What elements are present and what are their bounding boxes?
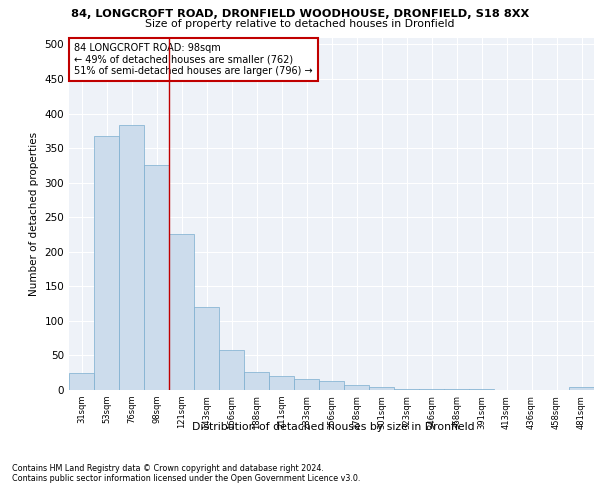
Text: 84, LONGCROFT ROAD, DRONFIELD WOODHOUSE, DRONFIELD, S18 8XX: 84, LONGCROFT ROAD, DRONFIELD WOODHOUSE,… <box>71 9 529 19</box>
Bar <box>244 372 269 390</box>
Text: Contains HM Land Registry data © Crown copyright and database right 2024.: Contains HM Land Registry data © Crown c… <box>12 464 324 473</box>
Bar <box>319 381 344 390</box>
Bar <box>369 387 394 390</box>
Bar <box>394 388 419 390</box>
Bar <box>569 387 594 390</box>
Bar <box>169 234 194 390</box>
Bar <box>219 350 244 390</box>
Text: Size of property relative to detached houses in Dronfield: Size of property relative to detached ho… <box>145 19 455 29</box>
Bar <box>119 126 144 390</box>
Bar <box>444 388 469 390</box>
Bar <box>344 385 369 390</box>
Text: Distribution of detached houses by size in Dronfield: Distribution of detached houses by size … <box>191 422 475 432</box>
Text: Contains public sector information licensed under the Open Government Licence v3: Contains public sector information licen… <box>12 474 361 483</box>
Bar <box>194 307 219 390</box>
Bar <box>269 376 294 390</box>
Bar <box>419 388 444 390</box>
Text: 84 LONGCROFT ROAD: 98sqm
← 49% of detached houses are smaller (762)
51% of semi-: 84 LONGCROFT ROAD: 98sqm ← 49% of detach… <box>74 43 313 76</box>
Bar <box>69 372 94 390</box>
Bar <box>144 166 169 390</box>
Y-axis label: Number of detached properties: Number of detached properties <box>29 132 39 296</box>
Bar <box>94 136 119 390</box>
Bar <box>294 379 319 390</box>
